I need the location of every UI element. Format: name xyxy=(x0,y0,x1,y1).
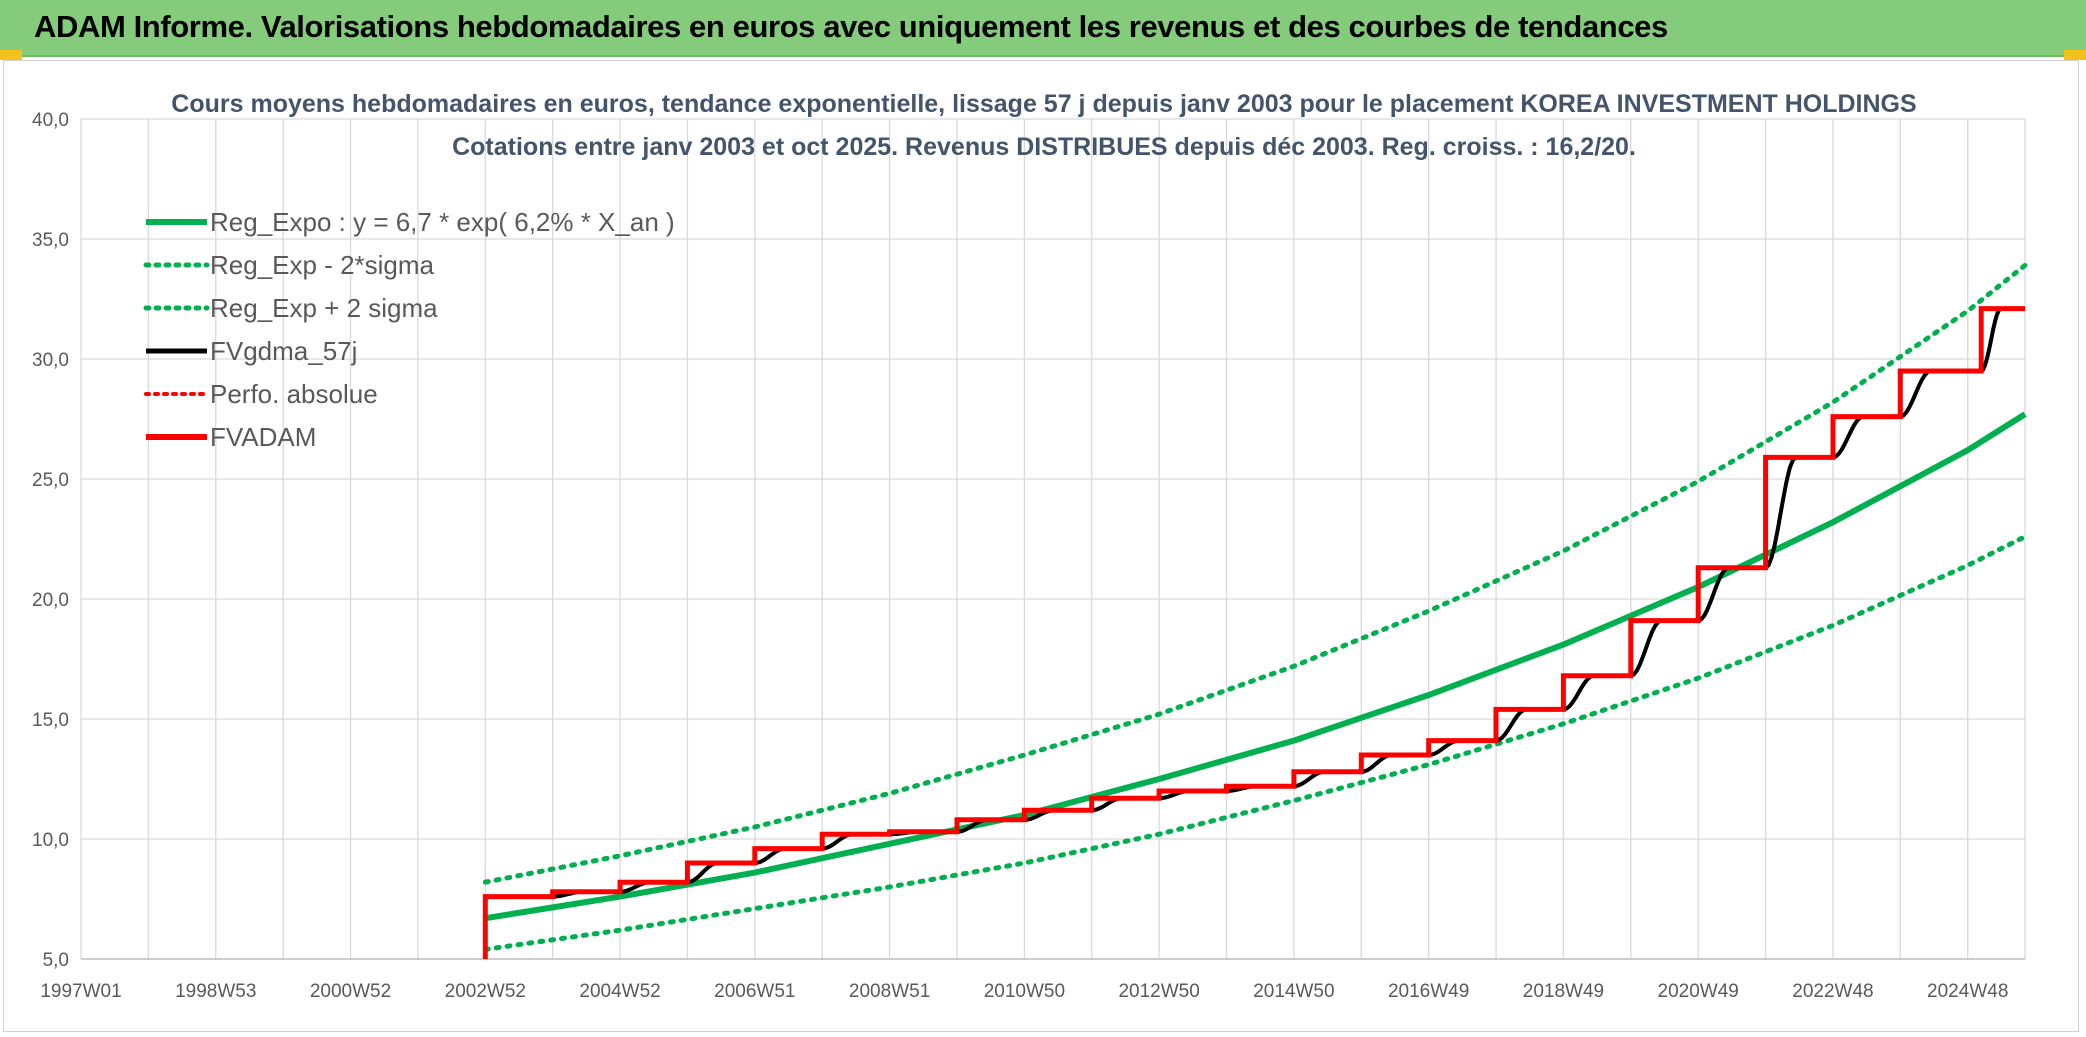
legend-label: FVADAM xyxy=(210,422,316,452)
legend-label: Reg_Exp - 2*sigma xyxy=(210,250,435,280)
y-tick-label: 40,0 xyxy=(32,110,69,131)
x-tick-label: 1997W01 xyxy=(40,981,121,1002)
legend-label: FVgdma_57j xyxy=(210,336,357,366)
corner-marker-right xyxy=(2064,50,2086,60)
y-tick-label: 35,0 xyxy=(32,230,69,251)
chart-grid xyxy=(80,118,2026,960)
x-tick-label: 2002W52 xyxy=(445,981,526,1002)
series-reg-exp-minus-2sigma xyxy=(482,534,2028,952)
x-axis-ticks: 1997W01 1998W53 2000W52 2002W52 2004W52 2006W… xyxy=(40,981,2008,1002)
series-reg-expo xyxy=(484,411,2027,922)
legend: Reg_Expo : y = 6,7 * exp( 6,2% * X_an ) R… xyxy=(143,207,675,452)
y-tick-label: 15,0 xyxy=(32,710,69,731)
y-tick-label: 5,0 xyxy=(43,950,69,971)
y-tick-label: 25,0 xyxy=(32,470,69,491)
x-tick-label: 2016W49 xyxy=(1388,981,1469,1002)
legend-label: Perfo. absolue xyxy=(210,379,378,409)
chart-frame: 5,0 10,0 15,0 20,0 25,0 30,0 35,0 40,0 1997W01 1… xyxy=(3,60,2079,1032)
series-fvadam xyxy=(482,306,2025,959)
y-axis-ticks: 5,0 10,0 15,0 20,0 25,0 30,0 35,0 40,0 xyxy=(32,110,69,971)
chart-title: Cours moyens hebdomadaires en euros, ten… xyxy=(171,90,1916,118)
legend-label: Reg_Expo : y = 6,7 * exp( 6,2% * X_an ) xyxy=(210,207,675,237)
x-tick-label: 2006W51 xyxy=(714,981,795,1002)
x-tick-label: 2004W52 xyxy=(579,981,660,1002)
x-tick-label: 2018W49 xyxy=(1523,981,1604,1002)
x-tick-label: 2020W49 xyxy=(1658,981,1739,1002)
y-tick-label: 10,0 xyxy=(32,830,69,851)
y-tick-label: 20,0 xyxy=(32,590,69,611)
x-tick-label: 2022W48 xyxy=(1792,981,1873,1002)
y-tick-label: 30,0 xyxy=(32,350,69,371)
corner-marker-left xyxy=(0,50,22,60)
x-tick-label: 2012W50 xyxy=(1118,981,1199,1002)
chart-subtitle: Cotations entre janv 2003 et oct 2025. R… xyxy=(452,133,1636,161)
series-lines xyxy=(482,262,2028,959)
x-tick-label: 1998W53 xyxy=(175,981,256,1002)
x-tick-label: 2008W51 xyxy=(849,981,930,1002)
legend-label: Reg_Exp + 2 sigma xyxy=(210,293,438,323)
x-tick-label: 2010W50 xyxy=(984,981,1065,1002)
report-title: ADAM Informe. Valorisations hebdomadaire… xyxy=(34,9,1668,44)
chart: 5,010,015,020,025,030,035,040,0 1997W01 1… xyxy=(32,90,2028,1002)
x-tick-label: 2014W50 xyxy=(1253,981,1334,1002)
series-reg-exp-plus-2sigma xyxy=(482,262,2028,885)
x-tick-label: 2000W52 xyxy=(310,981,391,1002)
x-tick-label: 2024W48 xyxy=(1927,981,2008,1002)
report-header: ADAM Informe. Valorisations hebdomadaire… xyxy=(0,0,2086,57)
